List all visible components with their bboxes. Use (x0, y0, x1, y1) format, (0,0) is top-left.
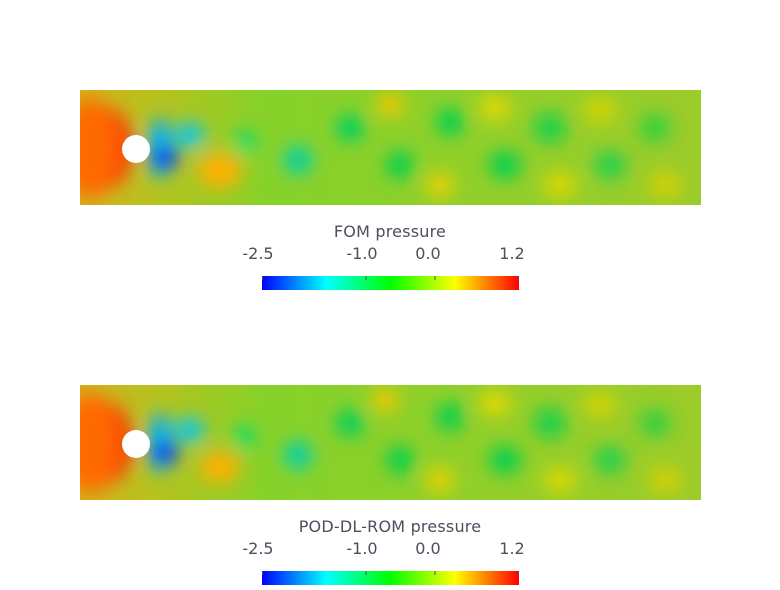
fom-colorbar-tick: -1.0 (346, 244, 378, 263)
fom-colorbar-title: FOM pressure (333, 222, 447, 241)
rom-colorbar (262, 571, 519, 585)
rom-colorbar-tick: -2.5 (242, 539, 274, 558)
fom-colorbar-tick: -2.5 (242, 244, 274, 263)
fom-colorbar-tick: 1.2 (499, 244, 525, 263)
fom-colorbar-tick: 0.0 (415, 244, 441, 263)
rom-field-plot (80, 385, 701, 500)
fom-pressure-field (80, 90, 701, 205)
rom-colorbar-title: POD-DL-ROM pressure (298, 517, 482, 536)
rom-colorbar-tick: 1.2 (499, 539, 525, 558)
rom-pressure-field (80, 385, 701, 500)
rom-colorbar-tick: 0.0 (415, 539, 441, 558)
rom-colorbar-tick: -1.0 (346, 539, 378, 558)
fom-colorbar (262, 276, 519, 290)
fom-field-plot (80, 90, 701, 205)
